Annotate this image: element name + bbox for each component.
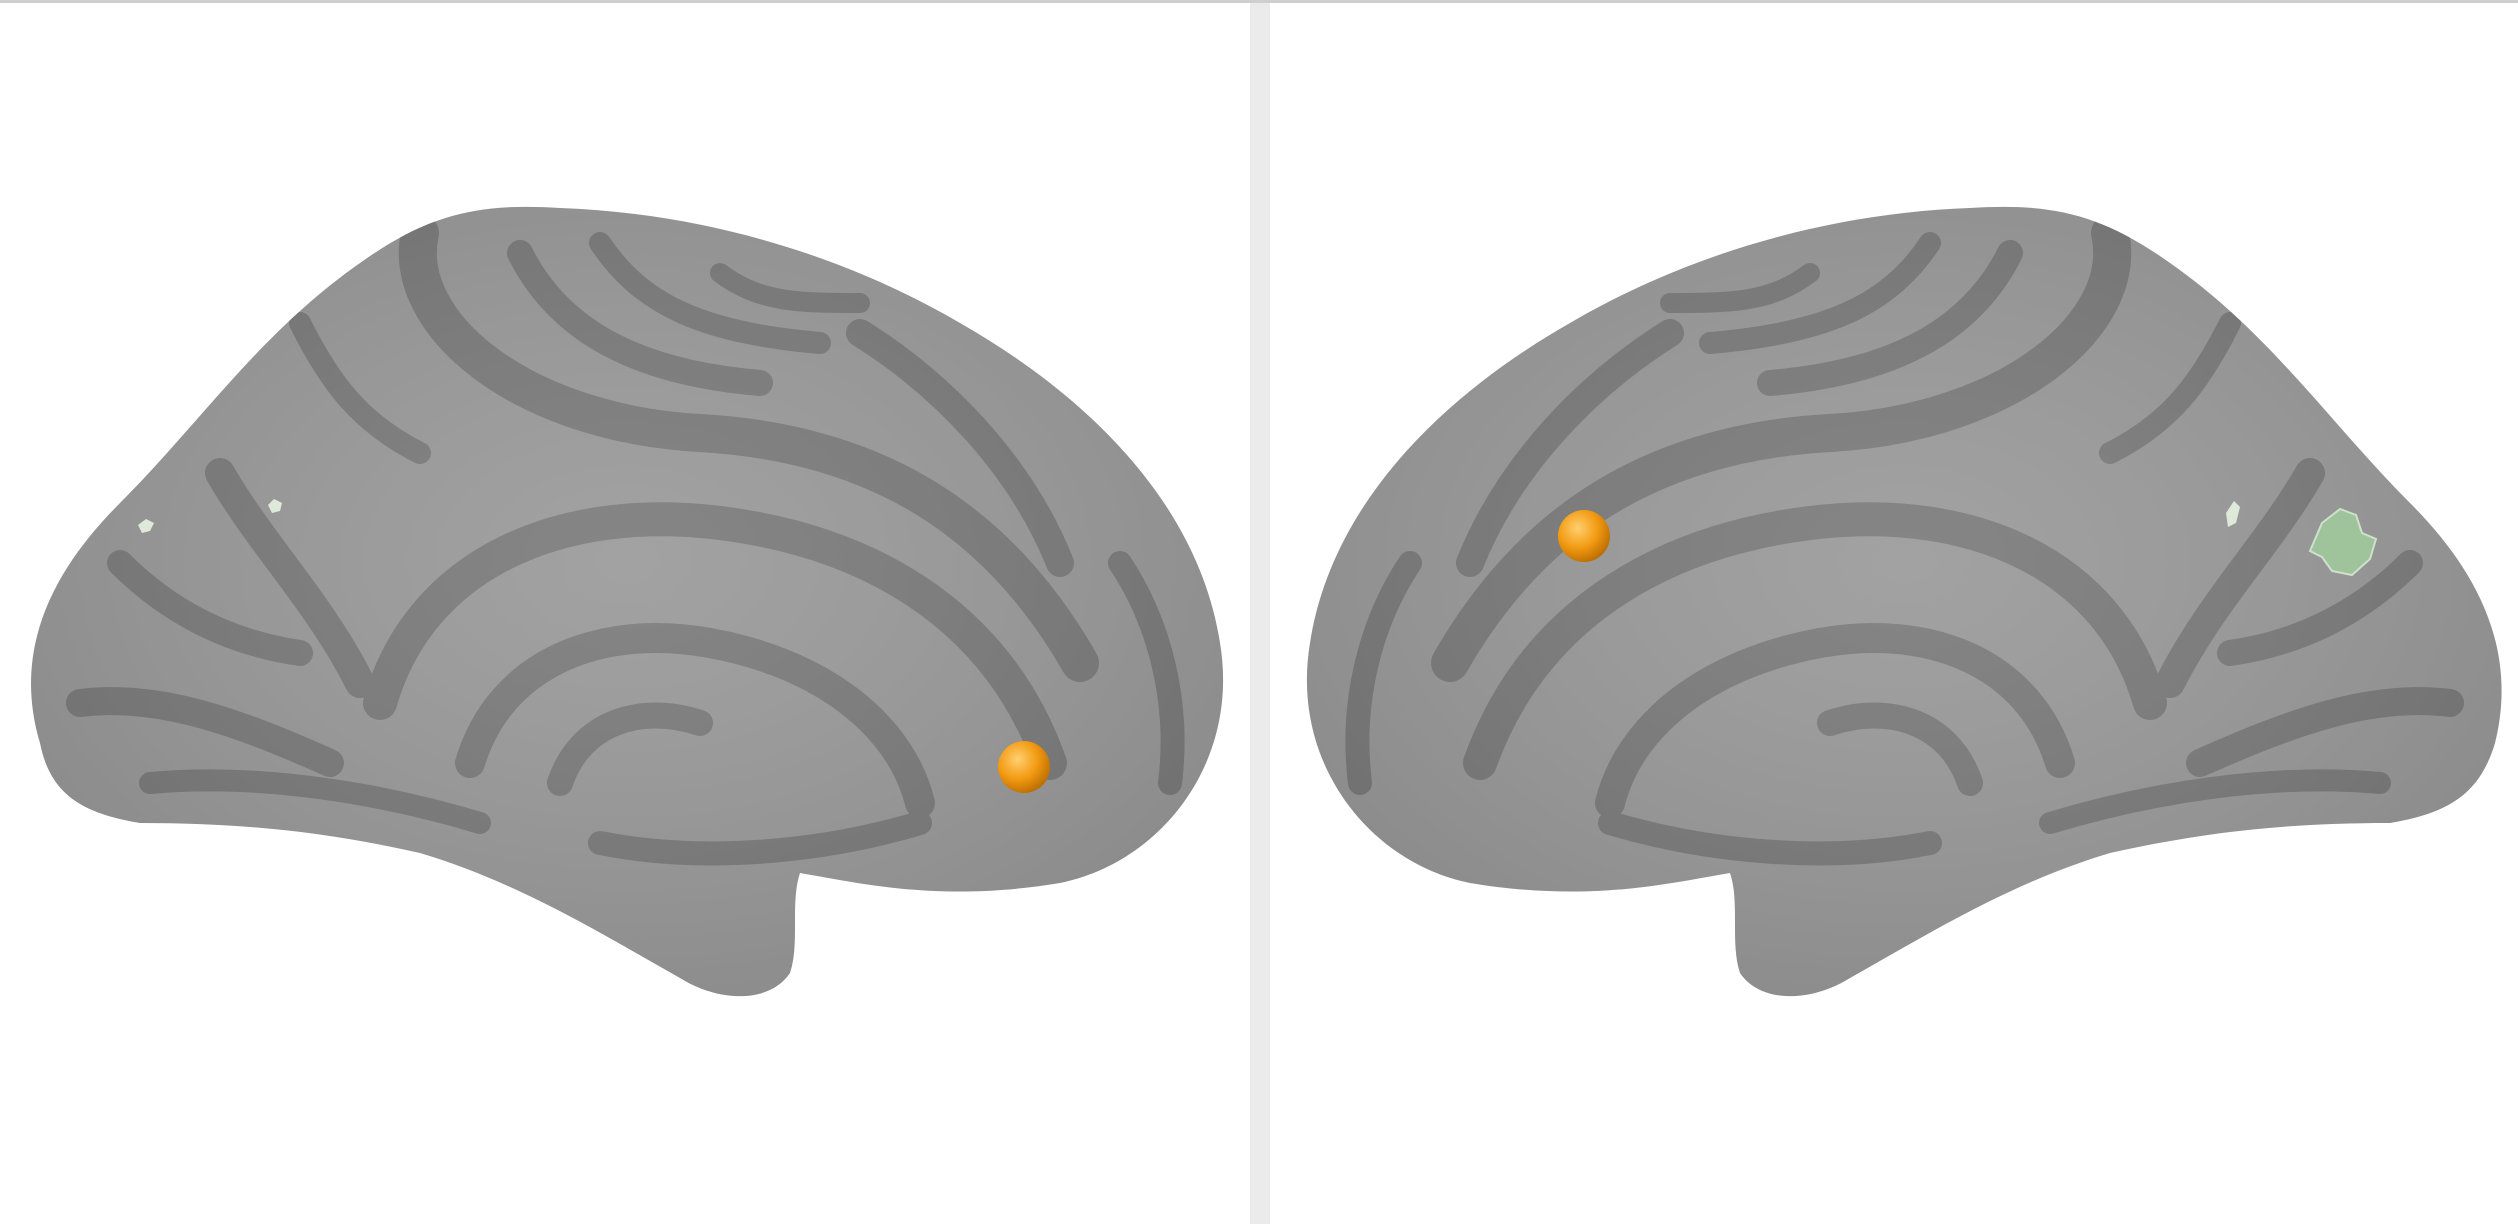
left-overlay-patch-1: [138, 519, 154, 533]
left-marker-sphere[interactable]: [998, 741, 1050, 793]
right-overlay-patch-2: [2226, 501, 2240, 527]
right-marker-sphere[interactable]: [1558, 510, 1610, 562]
viewport-right[interactable]: [1270, 3, 2518, 1224]
right-overlay-patch-1: [2308, 507, 2378, 577]
panel-divider[interactable]: [1250, 3, 1270, 1224]
left-overlay-patch-2: [268, 499, 282, 513]
viewport-left[interactable]: [0, 3, 1250, 1224]
left-hemisphere-render: [31, 206, 1224, 997]
right-hemisphere-render: [1306, 206, 2502, 997]
